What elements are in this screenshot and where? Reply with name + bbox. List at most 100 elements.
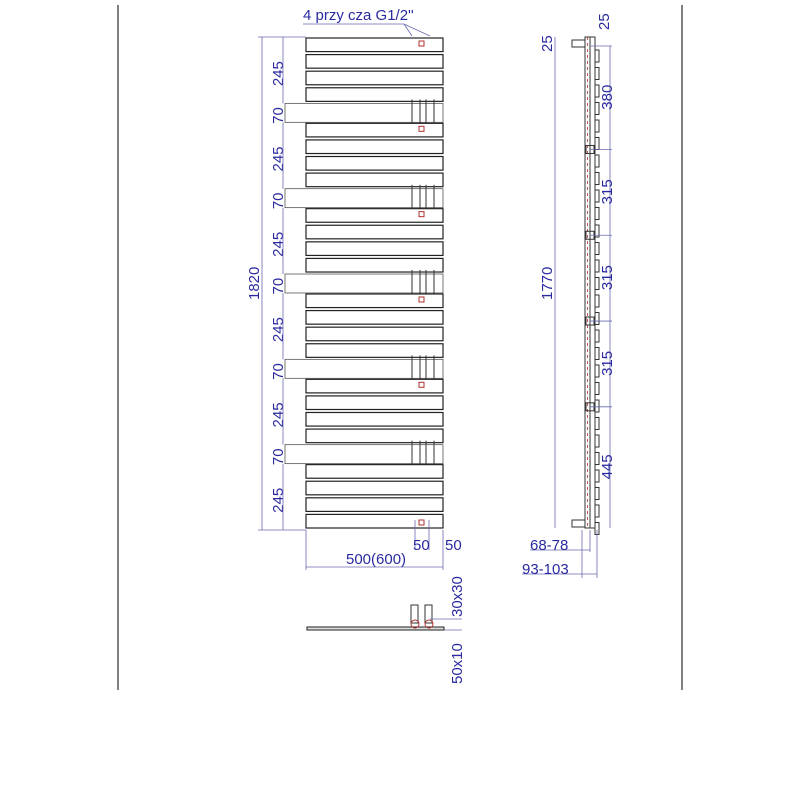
- bar-section-label: 50x10: [449, 643, 466, 684]
- connection-marker-icon: [418, 211, 425, 218]
- bar-profile: [594, 434, 600, 448]
- bar-profile: [594, 382, 600, 395]
- bracket-spacing-label: 380: [599, 85, 616, 110]
- group-dimensions: 245 70 245 70 245 70 245 70 245 70 245: [270, 37, 287, 530]
- top-offset-left-label: 25: [539, 35, 556, 52]
- connection-leader: [403, 23, 413, 37]
- bracket-spacing-label: 315: [599, 351, 616, 376]
- bar-profile: [594, 154, 600, 168]
- bar-profile: [594, 417, 600, 430]
- group-height-label: 245: [270, 317, 287, 342]
- group-height-label: 245: [270, 232, 287, 257]
- bracket-spacing-label: 445: [599, 454, 616, 479]
- pipe-spacing-a: 50: [413, 537, 430, 554]
- front-view: [284, 37, 444, 529]
- towel-bar: [305, 464, 444, 479]
- top-bracket: [571, 39, 586, 48]
- connection-marker-icon: [418, 296, 425, 303]
- towel-bar: [305, 343, 444, 358]
- towel-bar: [305, 497, 444, 513]
- bar-profile: [594, 364, 600, 378]
- towel-bar: [305, 326, 444, 342]
- towel-bar: [305, 139, 444, 155]
- towel-bar: [305, 155, 444, 171]
- bar-profile: [594, 452, 600, 465]
- bar-profile: [594, 84, 600, 98]
- gap-height-label: 70: [270, 363, 287, 380]
- gap-section: [284, 444, 444, 465]
- gap-height-label: 70: [270, 192, 287, 209]
- bar-profile: [594, 347, 600, 360]
- gap-section: [284, 188, 444, 209]
- connection-marker-icon: [410, 619, 420, 629]
- towel-bar: [305, 37, 444, 53]
- group-height-label: 245: [270, 488, 287, 513]
- bar-profile: [594, 469, 600, 483]
- bar-section: [306, 626, 445, 631]
- towel-bar: [305, 241, 444, 257]
- towel-bar: [305, 293, 444, 309]
- bottom-view: [306, 604, 462, 631]
- top-offset-right-label: 25: [596, 13, 613, 30]
- towel-bar: [305, 378, 444, 394]
- gap-height-label: 70: [270, 448, 287, 465]
- width-label: 500(600): [346, 551, 406, 568]
- depth-inner-label: 68-78: [530, 537, 568, 554]
- gap-section: [284, 273, 444, 294]
- depth-outer-label: 93-103: [522, 561, 569, 578]
- bracket-spacing-label: 315: [599, 265, 616, 290]
- bar-profile: [594, 67, 600, 80]
- bar-profile: [594, 102, 600, 115]
- towel-bar: [305, 122, 444, 138]
- gap-section: [284, 358, 444, 379]
- gap-height-label: 70: [270, 107, 287, 124]
- group-height-label: 245: [270, 402, 287, 427]
- towel-bar: [305, 224, 444, 240]
- bar-profile: [594, 242, 600, 255]
- bar-profile: [594, 294, 600, 308]
- bar-profile: [594, 277, 600, 290]
- connection-marker-icon: [418, 40, 425, 47]
- connection-marker-icon: [418, 519, 425, 526]
- side-view: [571, 36, 600, 535]
- towel-bar: [305, 172, 444, 188]
- bar-profile: [594, 312, 600, 325]
- towel-bar: [305, 53, 444, 69]
- towel-bar: [305, 428, 444, 444]
- connection-marker-icon: [418, 381, 425, 388]
- gap-height-label: 70: [270, 278, 287, 295]
- bar-profile: [594, 137, 600, 150]
- towel-bar: [305, 513, 444, 529]
- gap-section: [284, 102, 444, 123]
- bar-profile: [594, 207, 600, 220]
- towel-bar: [305, 87, 444, 102]
- bar-profile: [594, 399, 600, 413]
- side-height-label: 1770: [539, 267, 556, 300]
- group-height-label: 245: [270, 61, 287, 86]
- bar-profile: [594, 119, 600, 133]
- connection-marker-icon: [418, 125, 425, 132]
- side-bars: [589, 36, 596, 529]
- pipe-stub: [410, 604, 419, 624]
- bar-profile: [594, 329, 600, 343]
- towel-bar: [305, 480, 444, 496]
- connection-note: 4 przy cza G1/2'': [303, 7, 414, 24]
- bar-profile: [594, 504, 600, 518]
- pipe-section-label: 30x30: [449, 576, 466, 617]
- bar-profile: [594, 49, 600, 63]
- bar-profile: [594, 224, 600, 238]
- towel-bar: [305, 257, 444, 273]
- total-height-label: 1820: [246, 267, 263, 300]
- bar-profile: [594, 487, 600, 500]
- towel-bar: [305, 395, 444, 411]
- group-height-label: 245: [270, 146, 287, 171]
- connection-marker-icon: [424, 619, 434, 629]
- bracket-spacing-label: 315: [599, 179, 616, 204]
- towel-bar: [305, 411, 444, 427]
- towel-bar: [305, 309, 444, 325]
- bracket-dimensions: 380 315 315 315 445: [590, 45, 616, 528]
- towel-bar: [305, 70, 444, 86]
- bottom-bracket: [571, 519, 586, 528]
- towel-bar: [305, 208, 444, 223]
